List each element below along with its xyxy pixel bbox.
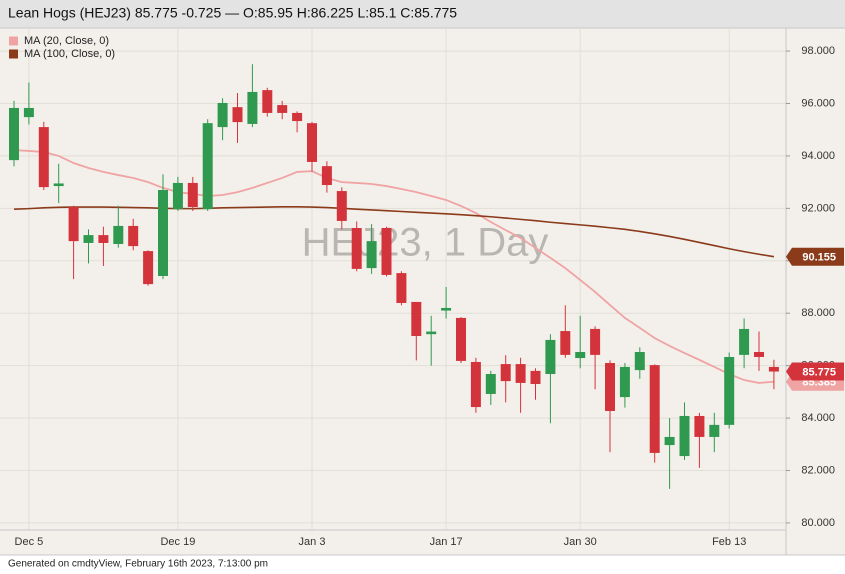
candle-body [83,235,94,243]
candle-body [396,273,407,303]
candle-body [53,183,64,187]
footer-bar [0,555,845,574]
candle-body [292,112,303,122]
candle-body [247,91,258,124]
candle-body [9,107,19,161]
y-tick-label: 94.000 [801,150,835,162]
candle-body [485,374,496,394]
candle-body [575,352,586,359]
candle-body [381,228,392,275]
y-tick-label: 96.000 [801,97,835,109]
x-tick-label: Jan 3 [299,536,326,548]
header-bar [0,0,845,28]
candle-body [277,105,288,113]
candle-body [500,364,511,382]
candle-body [560,331,571,355]
x-tick-label: Jan 17 [430,536,463,548]
y-tick-label: 88.000 [801,307,835,319]
x-tick-label: Dec 19 [160,536,195,548]
y-tick-label: 80.000 [801,517,835,529]
candle-body [38,127,49,188]
candle-body [441,307,452,311]
candle-body [366,241,377,269]
candle-body [605,363,615,411]
chart-title: Lean Hogs (HEJ23) 85.775 -0.725 — O:85.9… [8,5,457,21]
x-tick-label: Jan 30 [564,536,597,548]
price-tag [786,362,844,381]
candle-body [545,339,556,375]
price-tag-label: 90.155 [802,252,836,264]
legend-label: MA (20, Close, 0) [24,35,109,47]
price-tag [786,247,844,266]
ma-line [13,149,774,384]
candle-body [187,182,198,208]
candle-body [739,328,750,355]
candle-body [307,123,317,162]
candle-body [754,352,764,357]
watermark: HEJ23, 1 Day [302,221,549,265]
candle-body [411,301,422,337]
y-tick-label: 92.000 [801,202,835,214]
candle-body [768,366,779,372]
candle-body [456,317,466,361]
candle-body [724,356,735,425]
candle-body [634,352,645,371]
candle-body [143,251,154,285]
candle-body [68,207,79,242]
x-tick-label: Feb 13 [712,536,746,548]
candle-body [217,102,228,128]
candle-body [321,166,332,186]
candle-body [590,328,601,355]
candle-body [619,366,630,398]
candle-body [23,107,34,118]
candle-body [426,331,437,335]
candle-body [336,191,347,221]
candle-body [694,415,705,437]
legend-swatch [9,36,18,46]
candle-body [262,90,273,113]
candle-body [172,182,183,210]
candle-body [470,361,481,408]
candle-body [664,436,675,446]
candle-body [679,415,690,457]
candle-body [351,228,362,269]
candle-body [202,123,213,210]
candle-body [515,364,526,383]
y-tick-label: 82.000 [801,464,835,476]
candle-body [530,370,541,384]
candle-body [232,107,243,123]
legend-swatch [9,49,18,59]
footer: Generated on cmdtyView, February 16th 20… [8,559,268,570]
candle-body [98,235,109,243]
y-tick-label: 84.000 [801,412,835,424]
ma-line [13,205,775,258]
candle-body [649,365,660,453]
price-tag-label: 85.775 [802,366,836,378]
candle-body [113,225,124,245]
candle-body [128,225,139,247]
x-tick-label: Dec 5 [15,536,44,548]
candle-body [158,190,168,276]
y-tick-label: 98.000 [801,45,835,57]
legend-label: MA (100, Close, 0) [24,48,115,60]
candle-body [709,424,720,437]
